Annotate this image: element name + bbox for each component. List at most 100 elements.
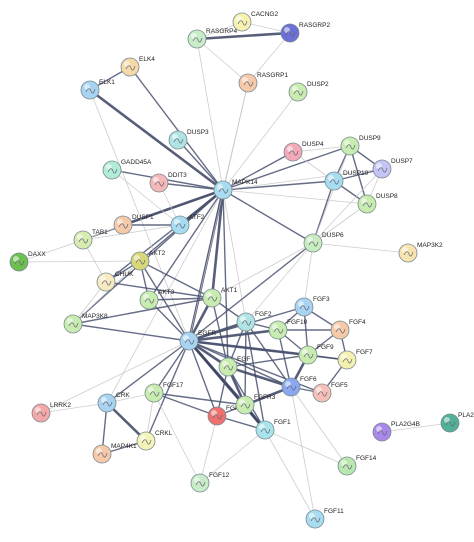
node-circle[interactable]: [92, 444, 112, 464]
node[interactable]: RASGRP2: [280, 22, 330, 43]
node[interactable]: DUSP7: [372, 158, 413, 179]
node[interactable]: FGF1: [255, 419, 291, 440]
node[interactable]: FGFR3: [235, 394, 276, 415]
node[interactable]: EGFR: [179, 330, 216, 351]
node[interactable]: RASGRP4: [187, 28, 237, 49]
node-circle[interactable]: [202, 288, 222, 308]
node-circle[interactable]: [330, 320, 350, 340]
node-circle[interactable]: [120, 57, 140, 77]
node-circle[interactable]: [63, 314, 83, 334]
node[interactable]: FGF5: [312, 382, 348, 403]
node[interactable]: CHUK: [96, 271, 134, 292]
node-circle[interactable]: [268, 320, 288, 340]
node-circle[interactable]: [168, 130, 188, 150]
node-circle[interactable]: [187, 29, 207, 49]
node-circle[interactable]: [149, 173, 169, 193]
node[interactable]: FGF7: [337, 349, 373, 370]
node-circle[interactable]: [80, 80, 100, 100]
node-circle[interactable]: [218, 357, 238, 377]
node[interactable]: AKT3: [139, 289, 175, 310]
node-circle[interactable]: [9, 252, 29, 272]
node[interactable]: TAB1: [73, 229, 108, 250]
node[interactable]: DUSP4: [283, 141, 324, 162]
node[interactable]: PLA2G4B: [372, 421, 420, 442]
node-circle[interactable]: [73, 230, 93, 250]
node-highlight: [174, 219, 180, 225]
node[interactable]: EGF: [218, 356, 250, 377]
node-circle[interactable]: [144, 383, 164, 403]
node-circle[interactable]: [337, 456, 357, 476]
node[interactable]: ELK4: [120, 56, 155, 77]
node[interactable]: PLA2G: [440, 412, 474, 433]
node[interactable]: DUSP8: [357, 193, 398, 214]
node[interactable]: DAXX: [9, 251, 46, 272]
node[interactable]: FGF14: [337, 455, 377, 476]
node[interactable]: ATF2: [170, 214, 205, 235]
node-circle[interactable]: [31, 403, 51, 423]
node-circle[interactable]: [440, 413, 460, 433]
node[interactable]: RASGRP1: [238, 72, 288, 93]
node[interactable]: ELK1: [80, 79, 115, 100]
node[interactable]: MAP3K2: [398, 242, 443, 263]
node-circle[interactable]: [298, 345, 318, 365]
node[interactable]: DUSP3: [168, 129, 209, 150]
node-circle[interactable]: [303, 233, 323, 253]
node-circle[interactable]: [179, 331, 199, 351]
node[interactable]: FGF10: [268, 319, 308, 340]
node[interactable]: CACNG2: [232, 11, 278, 32]
node-circle[interactable]: [281, 377, 301, 397]
node[interactable]: MAP3K8: [63, 313, 108, 334]
node-circle[interactable]: [283, 142, 303, 162]
node-circle[interactable]: [236, 312, 256, 332]
node[interactable]: MAPK14: [213, 179, 258, 200]
node-circle[interactable]: [113, 215, 133, 235]
node[interactable]: DUSP6: [303, 232, 344, 253]
node-circle[interactable]: [190, 473, 210, 493]
node[interactable]: GADD45A: [102, 159, 152, 180]
node-circle[interactable]: [96, 272, 116, 292]
node-circle[interactable]: [280, 23, 300, 43]
node-circle[interactable]: [238, 73, 258, 93]
node[interactable]: DUSP10: [324, 170, 369, 191]
node[interactable]: DUSP9: [340, 135, 381, 156]
node-circle[interactable]: [139, 290, 159, 310]
node[interactable]: LRRK2: [31, 402, 71, 423]
node[interactable]: FGF11: [305, 508, 344, 529]
node-circle[interactable]: [324, 171, 344, 191]
node-circle[interactable]: [294, 297, 314, 317]
node-circle[interactable]: [305, 509, 325, 529]
node[interactable]: AKT1: [202, 287, 238, 308]
node[interactable]: AKT2: [130, 250, 166, 271]
node[interactable]: FGF12: [190, 472, 230, 493]
node[interactable]: FGF6: [281, 376, 317, 397]
node-circle[interactable]: [232, 12, 252, 32]
node-circle[interactable]: [136, 431, 156, 451]
node-circle[interactable]: [337, 350, 357, 370]
node-circle[interactable]: [372, 422, 392, 442]
node-circle[interactable]: [97, 393, 117, 413]
node-circle[interactable]: [213, 180, 233, 200]
node[interactable]: FGF2: [236, 311, 272, 332]
node[interactable]: DDIT3: [149, 172, 187, 193]
node[interactable]: MAP4K1: [92, 443, 137, 464]
node-circle[interactable]: [398, 243, 418, 263]
node-circle[interactable]: [170, 215, 190, 235]
node-circle[interactable]: [357, 194, 377, 214]
node[interactable]: DUSP1: [113, 214, 154, 235]
node[interactable]: FGF17: [144, 382, 184, 403]
node[interactable]: DUSP2: [288, 81, 329, 102]
node[interactable]: CRKL: [136, 430, 173, 451]
node[interactable]: FGF4: [330, 319, 366, 340]
node[interactable]: FGF3: [294, 296, 330, 317]
node-circle[interactable]: [288, 82, 308, 102]
node-circle[interactable]: [207, 406, 227, 426]
node-circle[interactable]: [130, 251, 150, 271]
node-circle[interactable]: [340, 136, 360, 156]
node-circle[interactable]: [255, 420, 275, 440]
node-circle[interactable]: [372, 159, 392, 179]
node[interactable]: CRK: [97, 392, 130, 413]
node-circle[interactable]: [102, 160, 122, 180]
node-circle[interactable]: [312, 383, 332, 403]
node[interactable]: FGF9: [298, 344, 334, 365]
node-circle[interactable]: [235, 395, 255, 415]
